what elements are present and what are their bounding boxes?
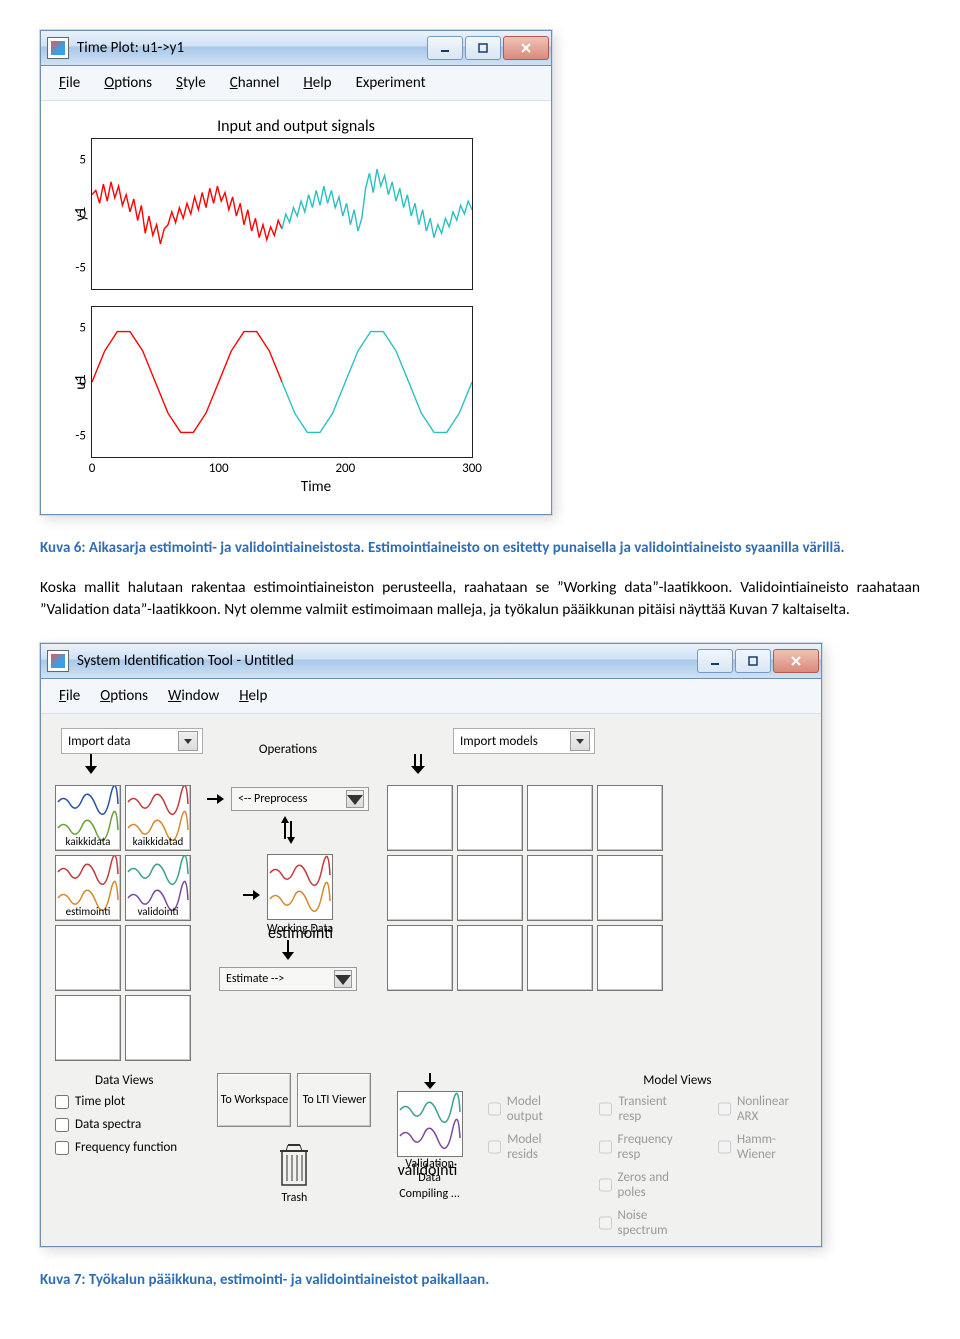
checkbox-item: Model resids xyxy=(488,1132,573,1162)
menu-file[interactable]: File xyxy=(59,687,80,705)
compiling-label: Compiling ... xyxy=(399,1187,460,1201)
arrow-down-icon xyxy=(421,1073,439,1091)
menu-experiment[interactable]: Experiment xyxy=(356,74,426,92)
validation-data-slot[interactable]: validointi xyxy=(397,1091,463,1157)
window-title: System Identification Tool - Untitled xyxy=(77,652,697,670)
data-slot[interactable]: validointi xyxy=(125,855,191,921)
menubar: File Options Style Channel Help Experime… xyxy=(41,66,551,101)
maximize-button[interactable] xyxy=(735,649,771,673)
arrow-down-icon xyxy=(409,754,427,781)
model-slot[interactable] xyxy=(597,785,663,851)
data-slot[interactable]: kaikkidatad xyxy=(125,785,191,851)
model-slot[interactable] xyxy=(527,785,593,851)
data-slot[interactable] xyxy=(125,925,191,991)
menu-help[interactable]: Help xyxy=(239,687,267,705)
minimize-button[interactable] xyxy=(427,36,463,60)
dropdown-icon xyxy=(570,731,590,751)
arrow-down-icon xyxy=(82,754,100,781)
import-data-combo[interactable]: Import data xyxy=(61,728,203,754)
titlebar[interactable]: Time Plot: u1->y1 xyxy=(41,31,551,66)
arrow-down-icon xyxy=(279,940,297,967)
checkbox-item: Model output xyxy=(488,1094,573,1124)
import-models-combo[interactable]: Import models xyxy=(453,728,595,754)
data-views-label: Data Views xyxy=(55,1073,193,1088)
model-views-label: Model Views xyxy=(548,1073,807,1088)
model-slot[interactable] xyxy=(387,785,453,851)
titlebar[interactable]: System Identification Tool - Untitled xyxy=(41,644,821,679)
checkbox-item: Hamm-Wiener xyxy=(718,1132,807,1162)
model-slot[interactable] xyxy=(597,925,663,991)
model-slot[interactable] xyxy=(527,925,593,991)
preprocess-combo[interactable]: <-- Preprocess xyxy=(231,787,369,811)
menu-style[interactable]: Style xyxy=(176,74,206,92)
checkbox-item[interactable]: Frequency function xyxy=(55,1140,193,1155)
minimize-button[interactable] xyxy=(697,649,733,673)
data-slot[interactable] xyxy=(55,995,121,1061)
checkbox-item[interactable]: Time plot xyxy=(55,1094,193,1109)
double-arrow-icon xyxy=(278,815,298,850)
trash-label: Trash xyxy=(282,1191,308,1205)
data-slot-grid: kaikkidatakaikkidatadestimointivalidoint… xyxy=(55,785,189,1059)
body-paragraph: Koska mallit halutaan rakentaa estimoint… xyxy=(40,577,920,622)
checkbox-item: Zeros and poles xyxy=(599,1170,692,1200)
checkbox-item: Transient resp xyxy=(599,1094,692,1124)
menu-options[interactable]: Options xyxy=(100,687,148,705)
system-id-tool-window: System Identification Tool - Untitled Fi… xyxy=(40,643,822,1247)
data-slot[interactable]: estimointi xyxy=(55,855,121,921)
model-slot[interactable] xyxy=(387,925,453,991)
checkbox-item: Frequency resp xyxy=(599,1132,692,1162)
close-button[interactable] xyxy=(773,649,819,673)
menu-file[interactable]: File xyxy=(59,74,80,92)
app-icon xyxy=(47,650,69,672)
arrow-right-icon xyxy=(243,888,261,902)
window-title: Time Plot: u1->y1 xyxy=(77,39,427,57)
menubar: File Options Window Help xyxy=(41,679,821,714)
data-slot[interactable]: kaikkidata xyxy=(55,785,121,851)
x-axis-label: Time xyxy=(111,478,521,496)
to-lti-viewer-button[interactable]: To LTI Viewer xyxy=(297,1073,371,1127)
plot-u1: -5050100200300 xyxy=(91,306,473,458)
arrow-right-icon xyxy=(207,792,225,806)
model-slot[interactable] xyxy=(387,855,453,921)
maximize-button[interactable] xyxy=(465,36,501,60)
to-workspace-button[interactable]: To Workspace xyxy=(217,1073,291,1127)
menu-window[interactable]: Window xyxy=(168,687,219,705)
data-slot[interactable] xyxy=(125,995,191,1061)
checkbox-item: Nonlinear ARX xyxy=(718,1094,807,1124)
app-icon xyxy=(47,37,69,59)
dropdown-icon xyxy=(178,731,198,751)
menu-channel[interactable]: Channel xyxy=(230,74,280,92)
model-slot[interactable] xyxy=(457,925,523,991)
figure-7-caption: Kuva 7: Työkalun pääikkuna, estimointi- … xyxy=(40,1271,920,1291)
working-data-slot[interactable]: estimointi xyxy=(267,854,333,920)
time-plot-window: Time Plot: u1->y1 File Options Style Cha… xyxy=(40,30,552,515)
model-slot[interactable] xyxy=(457,785,523,851)
menu-help[interactable]: Help xyxy=(303,74,331,92)
trash-icon[interactable] xyxy=(274,1141,314,1189)
model-slot-grid xyxy=(387,785,661,989)
model-slot[interactable] xyxy=(597,855,663,921)
menu-options[interactable]: Options xyxy=(104,74,152,92)
estimate-combo[interactable]: Estimate --> xyxy=(219,967,357,991)
operations-label: Operations xyxy=(259,742,317,757)
data-slot[interactable] xyxy=(55,925,121,991)
checkbox-item: Noise spectrum xyxy=(599,1208,692,1238)
figure-6-caption: Kuva 6: Aikasarja estimointi- ja validoi… xyxy=(40,539,920,559)
figure-title: Input and output signals xyxy=(71,117,521,136)
model-slot[interactable] xyxy=(457,855,523,921)
close-button[interactable] xyxy=(503,36,549,60)
checkbox-item[interactable]: Data spectra xyxy=(55,1117,193,1132)
model-slot[interactable] xyxy=(527,855,593,921)
plot-y1: -505 xyxy=(91,138,473,290)
